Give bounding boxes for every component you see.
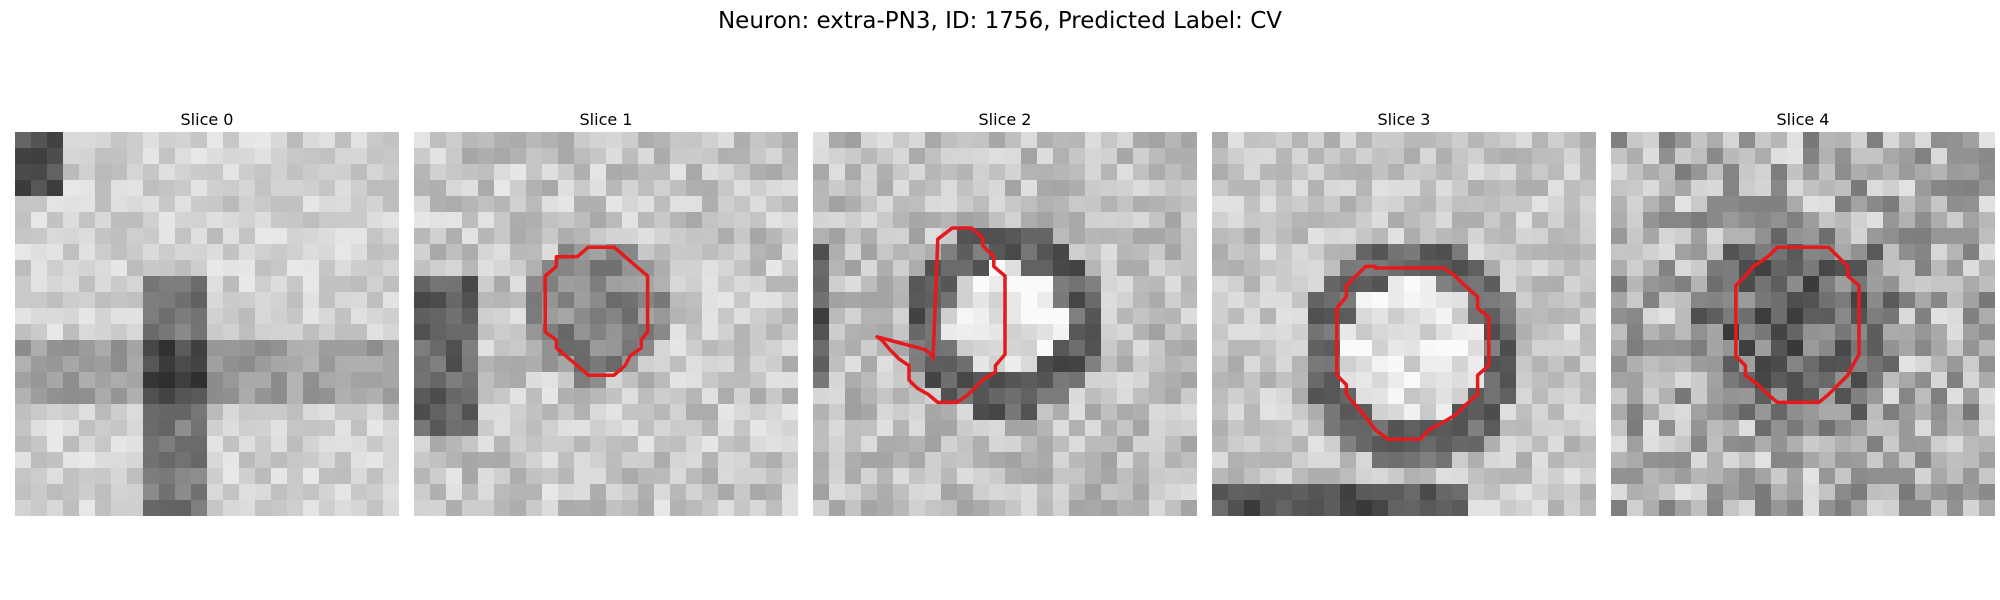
slice-image bbox=[813, 132, 1197, 516]
slice-panel-1: Slice 1 bbox=[414, 108, 798, 516]
slice-image bbox=[15, 132, 399, 516]
segmentation-contour bbox=[1734, 245, 1861, 405]
segmentation-contour bbox=[875, 226, 1007, 405]
slice-title: Slice 3 bbox=[1377, 110, 1431, 129]
slice-image bbox=[1212, 132, 1596, 516]
slice-panel-0: Slice 0 bbox=[15, 108, 399, 516]
figure-title: Neuron: extra-PN3, ID: 1756, Predicted L… bbox=[717, 8, 1283, 34]
slice-title: Slice 2 bbox=[978, 110, 1032, 129]
slice-title: Slice 1 bbox=[579, 110, 633, 129]
slice-panel-4: Slice 4 bbox=[1611, 108, 1995, 516]
segmentation-contour bbox=[543, 245, 650, 377]
segmentation-contour bbox=[1335, 264, 1491, 441]
slice-panel-2: Slice 2 bbox=[813, 108, 1197, 516]
slice-image bbox=[1611, 132, 1995, 516]
slice-image bbox=[414, 132, 798, 516]
slice-title: Slice 4 bbox=[1776, 110, 1830, 129]
slice-title: Slice 0 bbox=[180, 110, 234, 129]
slice-panel-3: Slice 3 bbox=[1212, 108, 1596, 516]
